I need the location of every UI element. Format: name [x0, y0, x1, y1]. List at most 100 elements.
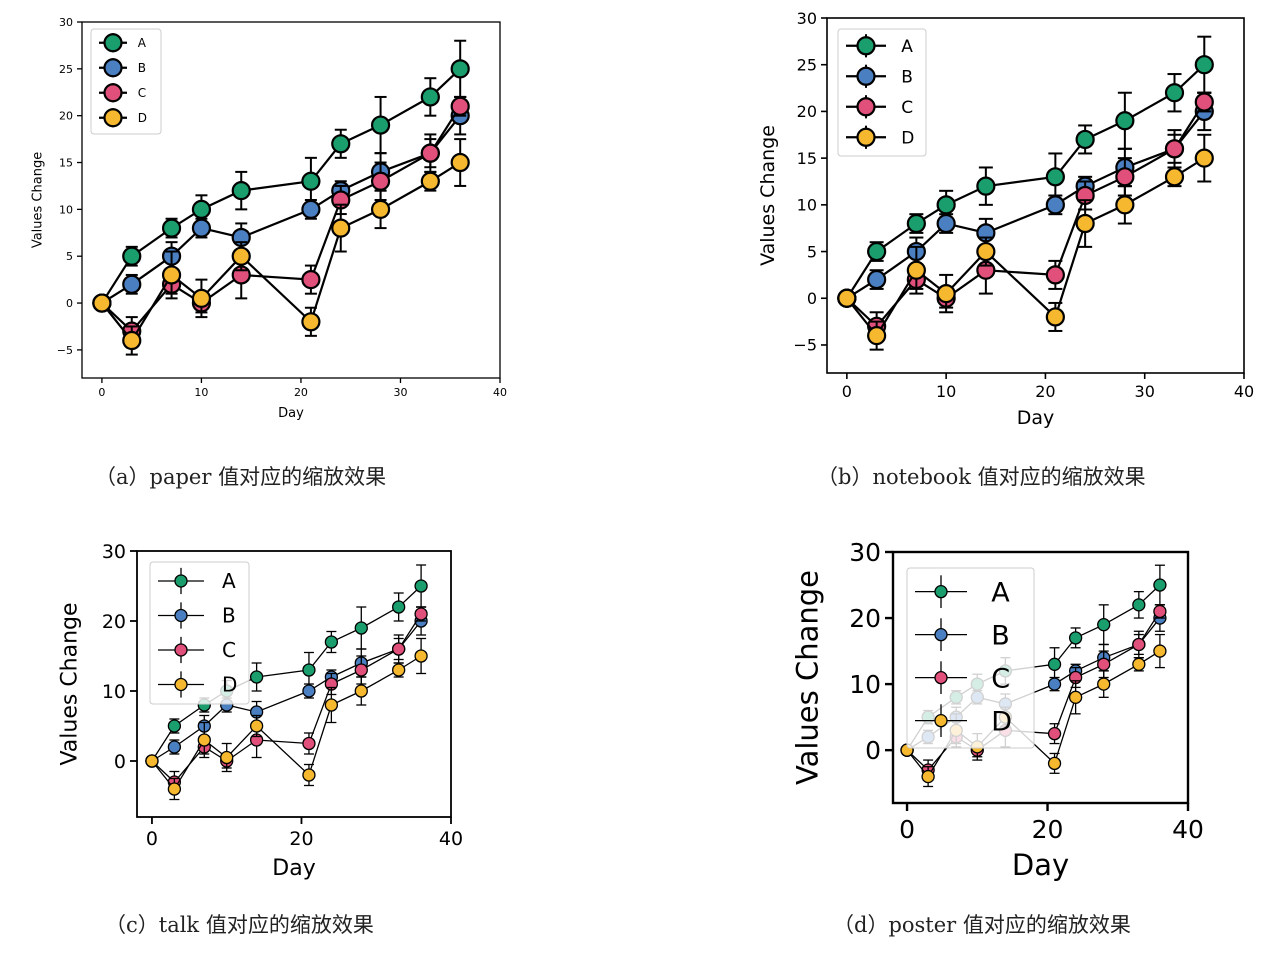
caption-notebook: （b）notebook 值对应的缩放效果	[817, 465, 1146, 489]
y-tick-label: −5	[57, 344, 73, 357]
y-tick-label: 15	[59, 156, 73, 169]
x-tick-label: 40	[1172, 815, 1204, 844]
series-line-D	[101, 161, 461, 343]
data-point-D	[1115, 195, 1135, 215]
y-tick-label: 30	[102, 541, 126, 563]
series-D	[92, 138, 470, 356]
data-point-C	[1132, 637, 1146, 652]
data-point-A	[450, 59, 470, 79]
y-tick-label: 0	[807, 289, 817, 308]
data-point-B	[867, 269, 887, 290]
legend-marker	[856, 36, 876, 56]
data-point-A	[1153, 578, 1167, 592]
data-point-A	[414, 579, 428, 593]
legend-item-D: D	[99, 108, 147, 128]
data-point-C	[301, 270, 321, 290]
data-point-A	[370, 115, 391, 135]
data-point-D	[370, 199, 391, 219]
y-tick-label: 10	[797, 196, 817, 215]
legend-label: A	[991, 577, 1010, 608]
data-point-A	[1045, 167, 1065, 187]
legend-item-D: D	[158, 671, 237, 698]
data-point-B	[1045, 195, 1065, 215]
legend-item-D: D	[846, 125, 914, 149]
chart-paper: 0 10 20 30 40 −5 0 5 10 15 20 25 30 Day Values Change A…	[31, 16, 507, 421]
legend-box	[837, 28, 927, 157]
data-point-A	[392, 600, 406, 614]
data-point-D	[249, 719, 264, 733]
x-tick-label: 40	[493, 386, 507, 399]
x-axis-label: Day	[278, 406, 304, 421]
data-point-C	[1045, 265, 1065, 285]
data-point-C	[1164, 139, 1185, 159]
data-point-D	[1075, 213, 1095, 234]
legend-marker	[174, 677, 188, 692]
data-point-A	[936, 195, 956, 215]
data-point-D	[167, 782, 182, 796]
data-point-C	[1097, 657, 1111, 671]
y-tick-label: 0	[66, 297, 73, 310]
data-point-D	[1068, 690, 1083, 704]
legend-item-B: B	[99, 58, 146, 78]
data-point-D	[976, 241, 996, 262]
legend-label: D	[138, 111, 147, 125]
data-point-A	[1068, 631, 1083, 645]
data-point-D	[921, 769, 935, 784]
y-tick-label: 15	[797, 149, 817, 168]
legend-item-A: A	[158, 567, 236, 595]
series-line-A	[845, 63, 1206, 299]
legend-label: A	[222, 569, 236, 593]
legend-marker	[856, 97, 876, 117]
legend-box	[906, 567, 1035, 749]
y-tick-label: 0	[114, 751, 126, 773]
legend-marker	[103, 33, 123, 53]
data-point-D	[301, 312, 321, 332]
y-tick-label: 5	[807, 242, 817, 261]
data-point-D	[324, 698, 339, 712]
plot-frame	[136, 550, 452, 818]
x-tick-label: 20	[294, 386, 308, 399]
legend-item-C: C	[158, 636, 236, 664]
legend-item-A: A	[846, 34, 913, 58]
legend-item-A: A	[99, 33, 147, 53]
legend-marker	[856, 127, 876, 147]
data-point-C	[302, 736, 316, 751]
y-tick-label: 20	[797, 102, 817, 121]
y-axis-label: Values Change	[791, 570, 825, 785]
x-tick-label: 10	[194, 386, 208, 399]
data-point-D	[1045, 307, 1065, 327]
legend-item-B: B	[158, 602, 236, 629]
data-point-D	[420, 171, 440, 191]
y-tick-label: −5	[793, 336, 817, 355]
legend-label: B	[991, 620, 1010, 651]
y-tick-label: 20	[59, 110, 73, 123]
x-axis-label: Day	[1017, 407, 1055, 429]
legend-label: B	[138, 61, 146, 75]
series-line-B	[846, 110, 1206, 300]
y-axis-label: Values Change	[57, 602, 82, 765]
data-point-D	[837, 288, 857, 308]
x-tick-label: 0	[146, 828, 158, 850]
data-point-D	[1164, 167, 1185, 187]
legend-box	[149, 561, 250, 705]
legend-label: D	[991, 706, 1012, 737]
legend-label: B	[222, 604, 236, 628]
data-point-D	[197, 733, 211, 747]
data-point-C	[1194, 92, 1214, 112]
data-point-D	[191, 288, 212, 308]
x-tick-label: 30	[1135, 382, 1155, 401]
data-point-A	[976, 176, 996, 196]
caption-talk: （c）talk 值对应的缩放效果	[105, 913, 374, 937]
data-point-A	[1075, 129, 1095, 150]
legend-marker	[934, 628, 948, 642]
series-line-D	[151, 655, 422, 791]
data-point-B	[191, 218, 212, 238]
data-point-A	[324, 635, 339, 649]
series-line-B	[101, 114, 462, 304]
data-point-A	[1194, 55, 1214, 75]
data-point-D	[220, 750, 234, 765]
y-tick-label: 25	[59, 63, 73, 76]
legend-marker	[174, 643, 188, 657]
data-point-D	[1194, 148, 1214, 168]
